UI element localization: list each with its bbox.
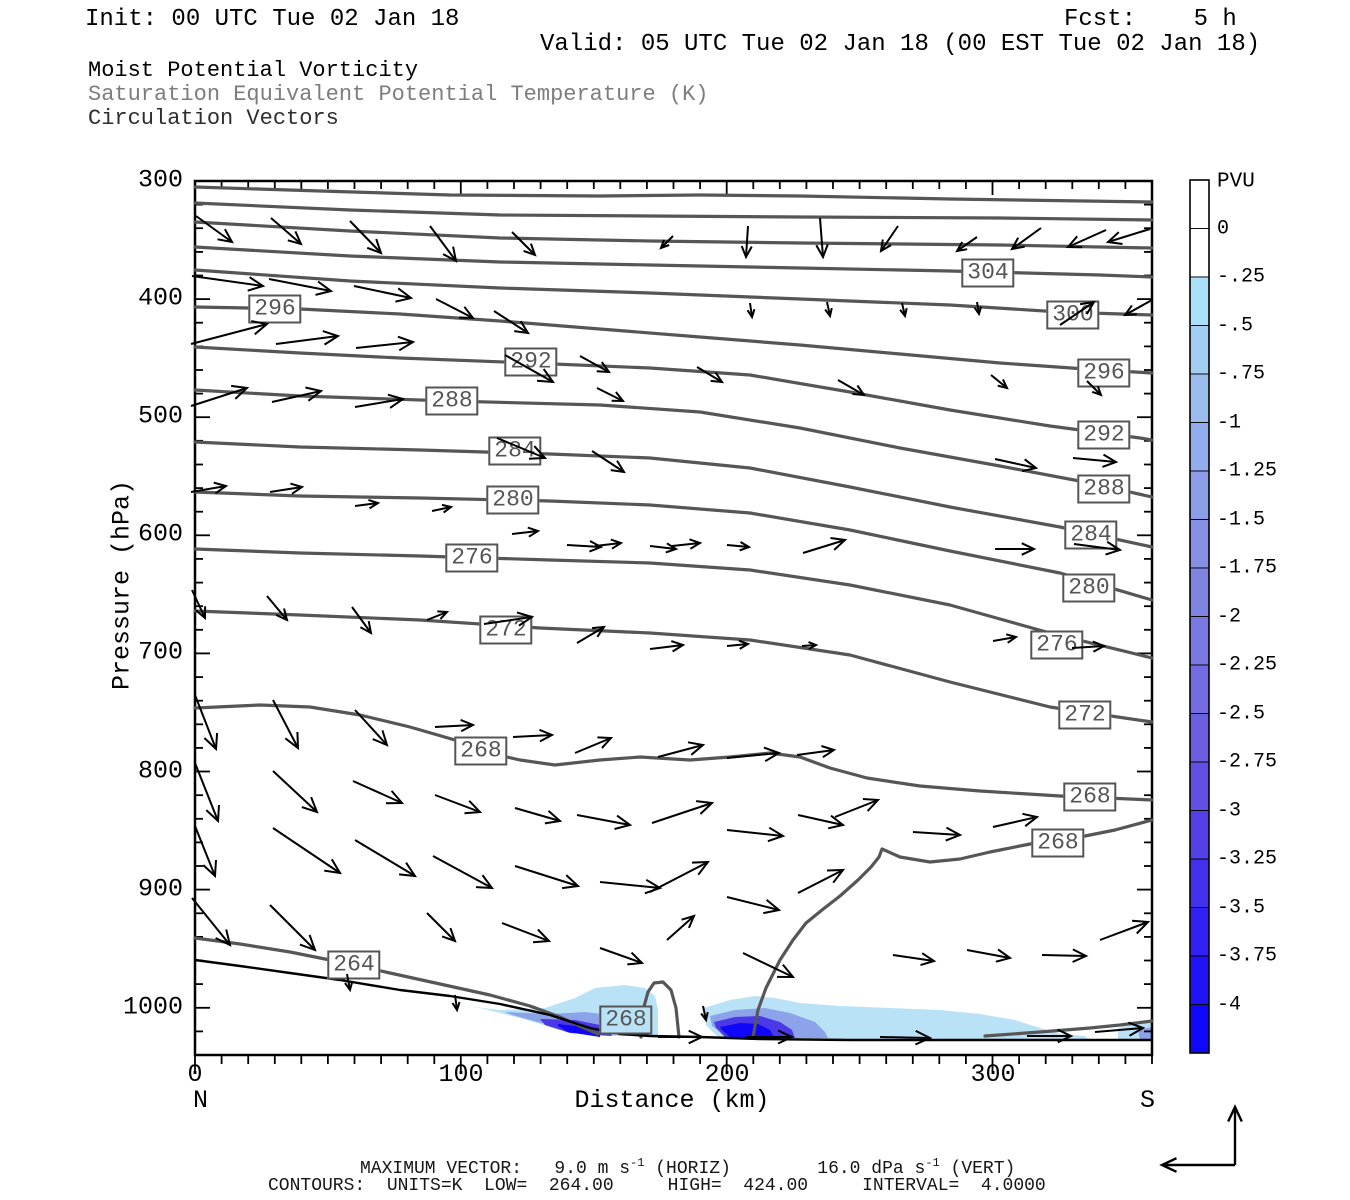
colorbar-tick-label: -2.75 xyxy=(1217,750,1278,774)
y-tick-label: 300 xyxy=(137,165,183,195)
colorbar-tick-label: -2.5 xyxy=(1217,702,1266,726)
contour-label: 292 xyxy=(1077,420,1131,450)
max-vector-vert: (HORIZ) 16.0 dPa s xyxy=(644,1159,926,1179)
contour-label: 280 xyxy=(1062,573,1116,603)
colorbar-tick-label: -3.75 xyxy=(1217,944,1278,968)
y-tick-label: 600 xyxy=(137,519,183,549)
forecast-hour-label: Fcst: 5 h xyxy=(1064,6,1237,33)
y-tick-label: 400 xyxy=(137,283,183,313)
init-time-label: Init: 00 UTC Tue 02 Jan 18 xyxy=(85,6,460,33)
contour-label: 272 xyxy=(479,615,533,645)
field-title-vectors: Circulation Vectors xyxy=(88,106,339,131)
colorbar-tick-label: -.5 xyxy=(1217,314,1254,338)
contour-label: 296 xyxy=(248,294,302,324)
y-tick-label: 700 xyxy=(137,637,183,667)
exponent: -1 xyxy=(630,1156,645,1170)
y-tick-label: 900 xyxy=(137,874,183,904)
contour-label: 272 xyxy=(1058,700,1112,730)
colorbar-tick-label: -1.25 xyxy=(1217,459,1278,483)
colorbar-tick-label: -1.75 xyxy=(1217,556,1278,580)
contour-label: 268 xyxy=(1063,782,1117,812)
colorbar-tick-label: -4 xyxy=(1217,993,1242,1017)
colorbar-title: PVU xyxy=(1217,170,1255,194)
contour-label: 288 xyxy=(1077,474,1131,504)
colorbar-tick-label: 0 xyxy=(1217,217,1230,241)
y-tick-label: 800 xyxy=(137,756,183,786)
contour-label: 288 xyxy=(425,386,479,416)
reference-vector-arrows xyxy=(1159,1104,1243,1173)
contour-label: 292 xyxy=(504,347,558,377)
contour-label: 268 xyxy=(454,736,508,766)
contour-label: 284 xyxy=(488,436,542,466)
colorbar-tick-label: -3.5 xyxy=(1217,896,1266,920)
colorbar-tick-label: -3.25 xyxy=(1217,847,1278,871)
contour-label: 296 xyxy=(1077,358,1131,388)
x-tick-label: 100 xyxy=(438,1060,484,1089)
contours-caption: CONTOURS: UNITS=K LOW= 264.00 HIGH= 424.… xyxy=(268,1176,1046,1196)
valid-time-label: Valid: 05 UTC Tue 02 Jan 18 (00 EST Tue … xyxy=(540,31,1261,58)
contour-label: 280 xyxy=(486,485,540,515)
colorbar-tick-label: -3 xyxy=(1217,799,1242,823)
south-end-label: S xyxy=(1140,1086,1156,1115)
max-vector-caption: MAXIMUM VECTOR: 9.0 m s-1 (HORIZ) 16.0 d… xyxy=(360,1153,1015,1179)
colorbar-tick-label: -.25 xyxy=(1217,265,1266,289)
field-title-theta-es: Saturation Equivalent Potential Temperat… xyxy=(88,82,709,107)
contour-label: 304 xyxy=(961,258,1015,288)
contour-label: 276 xyxy=(1030,630,1084,660)
x-tick-label: 300 xyxy=(970,1060,1016,1089)
y-tick-label: 1000 xyxy=(122,992,183,1022)
contour-label: 268 xyxy=(599,1005,653,1035)
contour-label: 276 xyxy=(445,543,499,573)
x-axis-title: Distance (km) xyxy=(574,1086,770,1115)
contour-label: 264 xyxy=(327,950,381,980)
field-title-mpv: Moist Potential Vorticity xyxy=(88,58,419,83)
colorbar-tick-label: -1 xyxy=(1217,411,1242,435)
contour-label: 268 xyxy=(1031,828,1085,858)
colorbar-tick-label: -2.25 xyxy=(1217,653,1278,677)
y-axis-title: Pressure (hPa) xyxy=(107,479,137,691)
max-vector-horiz: MAXIMUM VECTOR: 9.0 m s xyxy=(360,1159,631,1179)
y-tick-label: 500 xyxy=(137,401,183,431)
max-vector-unit: (VERT) xyxy=(939,1159,1016,1179)
contour-label: 300 xyxy=(1046,300,1100,330)
north-end-label: N xyxy=(193,1086,209,1115)
colorbar-tick-label: -1.5 xyxy=(1217,508,1266,532)
colorbar-tick-label: -2 xyxy=(1217,605,1242,629)
exponent: -1 xyxy=(925,1156,940,1170)
contour-label: 284 xyxy=(1064,520,1118,550)
colorbar-tick-label: -.75 xyxy=(1217,362,1266,386)
x-tick-label: 200 xyxy=(704,1060,750,1089)
x-tick-label: 0 xyxy=(187,1060,203,1089)
